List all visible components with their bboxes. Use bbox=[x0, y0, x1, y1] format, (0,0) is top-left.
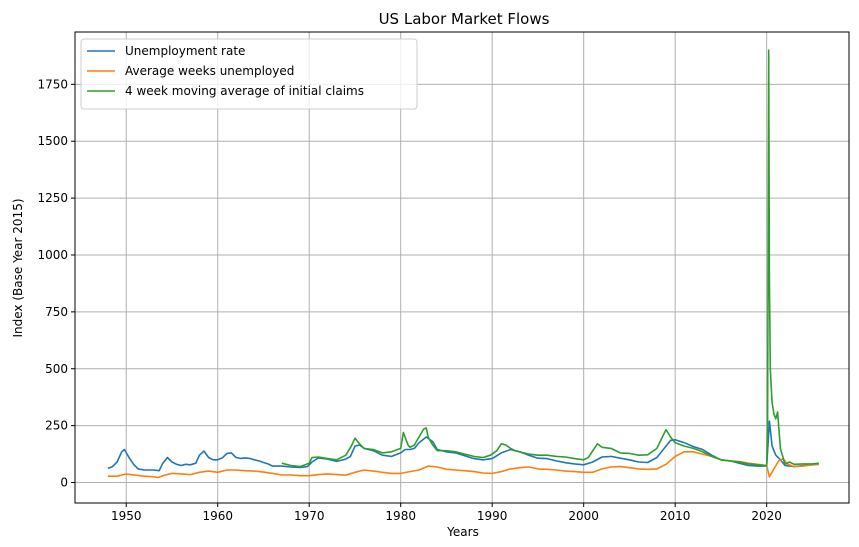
y-tick-label: 750 bbox=[45, 305, 68, 319]
x-tick-label: 1960 bbox=[202, 509, 233, 523]
y-tick-label: 1500 bbox=[37, 134, 68, 148]
legend: Unemployment rate Average weeks unemploye… bbox=[80, 38, 418, 110]
legend-box bbox=[80, 38, 418, 110]
x-tick-label: 2000 bbox=[568, 509, 599, 523]
y-tick-label: 1750 bbox=[37, 77, 68, 91]
x-axis-label: Years bbox=[446, 525, 479, 539]
x-tick-label: 1950 bbox=[111, 509, 142, 523]
y-tick-label: 1250 bbox=[37, 191, 68, 205]
y-tick-label: 1000 bbox=[37, 248, 68, 262]
chart-title: US Labor Market Flows bbox=[379, 10, 550, 28]
x-tick-label: 1990 bbox=[477, 509, 508, 523]
legend-label-3: 4 week moving average of initial claims bbox=[125, 84, 364, 98]
x-tick-label: 1970 bbox=[294, 509, 325, 523]
x-tick-label: 2010 bbox=[660, 509, 691, 523]
series-line-3 bbox=[281, 49, 819, 468]
y-tick-label: 250 bbox=[45, 419, 68, 433]
axis-ticks: 1950 1960 1970 1980 1990 2000 2010 2020 0 250 500 7… bbox=[37, 77, 781, 523]
grid bbox=[75, 32, 849, 503]
x-tick-label: 2020 bbox=[751, 509, 782, 523]
y-tick-label: 0 bbox=[60, 476, 68, 490]
plot-frame bbox=[74, 31, 850, 504]
y-tick-label: 500 bbox=[45, 362, 68, 376]
series-lines bbox=[107, 49, 819, 479]
series-line-1 bbox=[107, 420, 819, 472]
x-tick-label: 1980 bbox=[385, 509, 416, 523]
legend-label-1: Unemployment rate bbox=[125, 44, 245, 58]
y-axis-label: Index (Base Year 2015) bbox=[11, 198, 25, 337]
legend-label-2: Average weeks unemployed bbox=[125, 64, 294, 78]
